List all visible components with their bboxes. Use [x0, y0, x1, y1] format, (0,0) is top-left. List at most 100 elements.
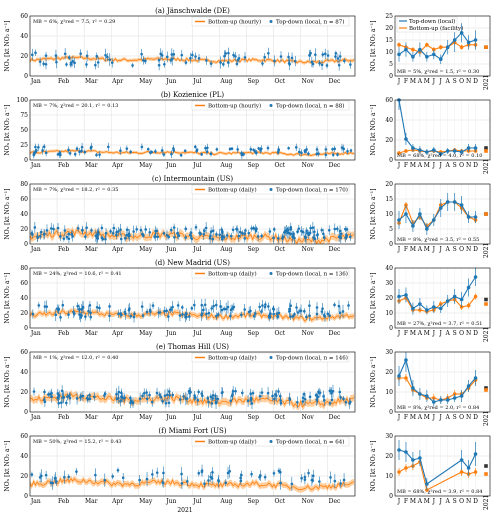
- top-down-monthly-point: [418, 302, 422, 306]
- top-down-point: [142, 392, 146, 395]
- top-down-point: [156, 235, 160, 239]
- top-down-point: [132, 230, 135, 233]
- top-down-point: [50, 392, 53, 395]
- x-tick-label: M: [424, 414, 430, 421]
- x-tick-label: Apr: [111, 162, 123, 169]
- top-down-point: [49, 227, 53, 230]
- top-down-monthly-point: [438, 206, 443, 210]
- stats-annotation: MB = 7%, χ²red = 20.1, r² = 0.13: [33, 103, 118, 109]
- top-down-point: [182, 395, 185, 398]
- top-down-point: [209, 152, 213, 156]
- y-tick-label: 10: [385, 389, 393, 396]
- top-down-point: [158, 393, 161, 397]
- top-down-point: [297, 227, 301, 230]
- top-down-point: [186, 480, 189, 483]
- top-down-monthly-point: [445, 149, 450, 153]
- top-down-point: [272, 308, 276, 311]
- top-down-point: [161, 399, 164, 403]
- y-tick-label: 40: [20, 453, 28, 460]
- top-down-point: [54, 54, 58, 57]
- top-down-monthly-point: [459, 458, 464, 462]
- top-down-point: [75, 470, 78, 473]
- top-down-point: [210, 402, 214, 405]
- top-down-point: [336, 153, 339, 156]
- top-down-point: [216, 397, 220, 401]
- x-tick-label: May: [139, 498, 153, 505]
- annual-bottom-up-marker: [484, 472, 488, 476]
- y-tick-label: 0: [389, 157, 393, 164]
- top-down-point: [320, 228, 324, 232]
- top-down-point: [34, 51, 37, 55]
- annual-tick-label: 2021: [483, 411, 490, 426]
- y-tick-label: 20: [20, 53, 28, 60]
- top-down-point: [327, 228, 331, 232]
- top-down-point: [39, 230, 43, 234]
- top-down-point: [62, 237, 66, 240]
- y-tick-label: 40: [385, 117, 393, 124]
- x-tick-label: Sep: [247, 414, 259, 421]
- y-tick-label: 0: [24, 157, 28, 164]
- top-down-point: [340, 146, 344, 149]
- top-down-point: [65, 401, 68, 405]
- top-down-point: [306, 231, 309, 235]
- top-down-point: [272, 228, 276, 231]
- top-down-monthly-point: [466, 215, 471, 219]
- x-tick-label: J: [439, 414, 443, 421]
- top-down-point: [116, 468, 120, 472]
- top-down-point: [349, 149, 353, 152]
- top-down-point: [232, 53, 235, 57]
- top-down-point: [220, 308, 224, 312]
- top-down-point: [159, 395, 163, 399]
- top-down-point: [261, 304, 264, 307]
- x-tick-label: Nov: [302, 78, 315, 85]
- top-down-point: [110, 61, 114, 64]
- top-down-point: [85, 54, 89, 58]
- annual-bottom-up-marker: [484, 302, 488, 306]
- top-down-point: [188, 315, 191, 318]
- x-tick-label: Dec: [329, 246, 341, 253]
- top-down-point: [257, 147, 260, 150]
- y-axis-label: NOₓ [kt NO₂ a⁻¹]: [4, 189, 11, 240]
- top-down-point: [155, 391, 159, 395]
- top-down-point: [254, 229, 258, 232]
- top-down-point: [211, 229, 215, 233]
- top-down-point: [196, 398, 200, 402]
- annual-top-down-marker: [484, 297, 488, 302]
- top-down-point: [279, 481, 282, 485]
- top-down-point: [132, 315, 136, 319]
- top-down-monthly-point: [404, 450, 408, 454]
- top-down-point: [96, 61, 100, 64]
- top-down-point: [185, 312, 188, 315]
- top-down-point: [222, 307, 226, 311]
- top-down-point: [234, 389, 237, 393]
- top-down-point: [104, 53, 107, 57]
- top-down-monthly-point: [452, 294, 457, 299]
- top-down-point: [215, 233, 218, 236]
- top-down-point: [108, 305, 111, 308]
- top-down-point: [314, 53, 317, 56]
- y-tick-label: 40: [20, 211, 28, 218]
- axes-frame: [29, 15, 356, 77]
- x-tick-label: A: [417, 414, 423, 421]
- x-tick-label: Jun: [165, 414, 176, 421]
- top-down-point: [37, 304, 41, 307]
- top-down-monthly-point: [397, 448, 401, 452]
- legend-label: Bottom-up (daily): [208, 271, 257, 278]
- top-down-point: [45, 229, 49, 232]
- top-down-point: [39, 235, 42, 238]
- top-down-point: [289, 304, 293, 308]
- top-down-point: [119, 237, 123, 241]
- top-down-monthly-point: [404, 47, 408, 52]
- top-down-point: [230, 307, 234, 311]
- stats-annotation: MB = 5%, χ²red = 1.5, r² = 0.30: [397, 69, 479, 75]
- x-tick-label: A: [417, 78, 423, 85]
- y-tick-label: 10: [385, 49, 393, 56]
- top-down-monthly-point: [404, 137, 408, 141]
- top-down-point: [67, 232, 71, 236]
- top-down-point: [120, 395, 123, 398]
- x-tick-label: Jul: [192, 246, 201, 253]
- top-down-point: [227, 51, 230, 55]
- top-down-point: [258, 305, 261, 309]
- y-tick-label: 10: [385, 473, 393, 480]
- y-tick-label: 5: [389, 226, 393, 233]
